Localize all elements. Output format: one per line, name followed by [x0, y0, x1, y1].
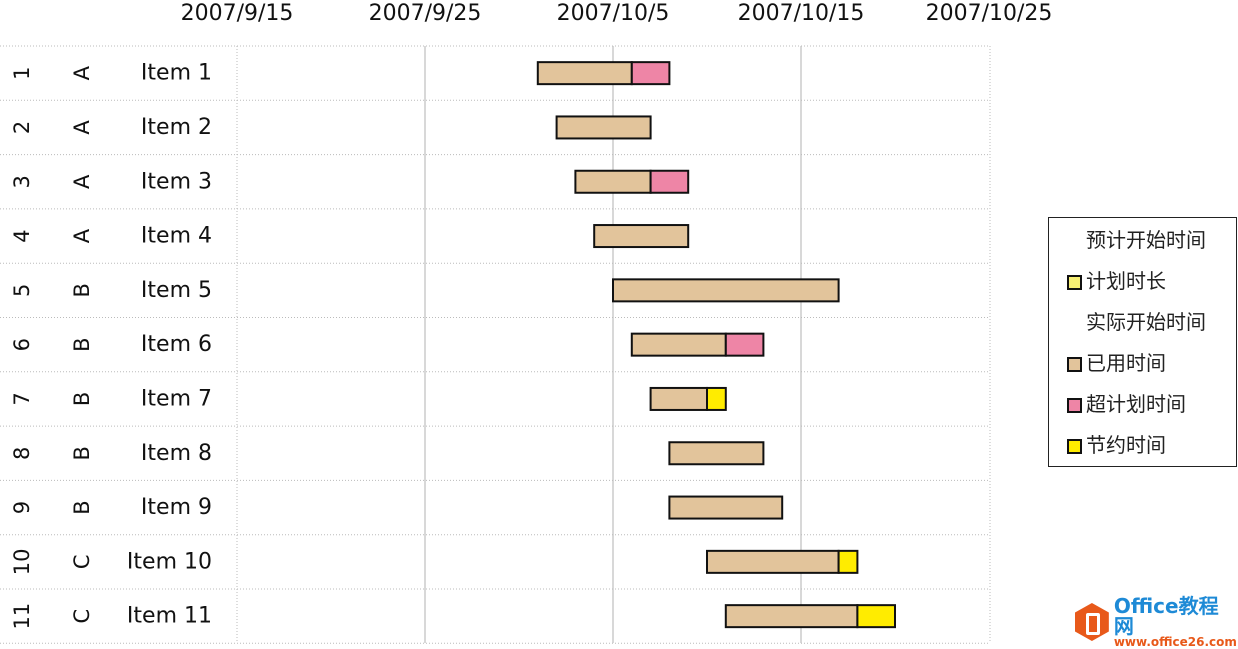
legend-item: 预计开始时间 — [1067, 224, 1206, 253]
legend-item: 已用时间 — [1067, 347, 1166, 376]
x-tick-label: 2007/10/5 — [557, 1, 670, 26]
legend-label: 实际开始时间 — [1086, 310, 1206, 334]
x-tick-label: 2007/9/25 — [369, 1, 482, 26]
legend-label: 计划时长 — [1086, 269, 1166, 293]
bar-used-time — [649, 386, 708, 411]
bar-used-time — [724, 604, 859, 629]
bar-over-time — [630, 61, 671, 86]
row-item-name: Item 5 — [141, 278, 212, 303]
row-number: 2 — [10, 121, 34, 134]
bar-used-time — [706, 549, 840, 574]
watermark-url: www.office26.com — [1113, 635, 1237, 649]
row-number: 10 — [10, 548, 34, 575]
row-number: 9 — [10, 501, 34, 514]
bar-used-time — [630, 332, 727, 357]
row-item-name: Item 8 — [141, 441, 212, 466]
row-group: B — [70, 392, 94, 406]
row-number: 5 — [10, 284, 34, 297]
row-item-name: Item 9 — [141, 495, 212, 520]
row-number: 7 — [10, 392, 34, 405]
bar-used-time — [555, 115, 652, 140]
bar-used-time — [536, 61, 633, 86]
x-tick-label: 2007/10/25 — [926, 1, 1053, 26]
row-group: B — [70, 337, 94, 351]
bar-used-time — [668, 495, 784, 520]
row-item-name: Item 11 — [127, 604, 212, 629]
bar-used-time — [574, 169, 652, 194]
legend-item: 实际开始时间 — [1067, 306, 1206, 335]
x-tick-label: 2007/10/15 — [738, 1, 865, 26]
row-item-name: Item 7 — [141, 386, 212, 411]
row-number: 11 — [10, 603, 34, 630]
legend-item: 计划时长 — [1067, 265, 1166, 294]
legend-label: 节约时间 — [1086, 433, 1166, 457]
row-group: B — [70, 500, 94, 514]
row-group: A — [70, 65, 94, 80]
legend-label: 已用时间 — [1086, 351, 1166, 375]
bar-over-time — [724, 332, 765, 357]
office-logo-icon — [1075, 603, 1109, 641]
watermark-title: Office教程网 — [1113, 594, 1219, 638]
bar-used-time — [668, 441, 765, 466]
legend: 预计开始时间 计划时长实际开始时间 已用时间超计划时间节约时间 — [1048, 217, 1237, 467]
legend-item: 节约时间 — [1067, 429, 1166, 458]
row-item-name: Item 6 — [141, 332, 212, 357]
row-group: C — [70, 555, 94, 570]
row-number: 8 — [10, 447, 34, 460]
bar-used-time — [593, 224, 690, 249]
row-item-name: Item 3 — [141, 169, 212, 194]
row-group: A — [70, 120, 94, 135]
legend-swatch-icon — [1067, 439, 1082, 454]
row-number: 1 — [10, 66, 34, 79]
x-tick-label: 2007/9/15 — [181, 1, 294, 26]
legend-swatch-icon — [1067, 398, 1082, 413]
row-group: C — [70, 609, 94, 624]
legend-item: 超计划时间 — [1067, 388, 1186, 417]
row-group: A — [70, 174, 94, 189]
row-number: 3 — [10, 175, 34, 188]
watermark-logo: Office教程网 www.office26.com — [1075, 596, 1238, 648]
legend-label: 超计划时间 — [1086, 392, 1186, 416]
row-item-name: Item 2 — [141, 115, 212, 140]
bar-used-time — [612, 278, 840, 303]
row-item-name: Item 10 — [127, 549, 212, 574]
legend-label: 预计开始时间 — [1086, 228, 1206, 252]
row-group: B — [70, 446, 94, 460]
row-item-name: Item 4 — [141, 224, 212, 249]
row-item-name: Item 1 — [141, 61, 212, 86]
row-number: 6 — [10, 338, 34, 351]
legend-swatch-icon — [1067, 275, 1082, 290]
bar-saved-time — [856, 604, 897, 629]
bar-over-time — [649, 169, 690, 194]
row-group: A — [70, 228, 94, 243]
row-group: B — [70, 283, 94, 297]
bar-saved-time — [706, 386, 727, 411]
legend-swatch-icon — [1067, 357, 1082, 372]
bar-saved-time — [837, 549, 859, 574]
row-number: 4 — [10, 229, 34, 242]
